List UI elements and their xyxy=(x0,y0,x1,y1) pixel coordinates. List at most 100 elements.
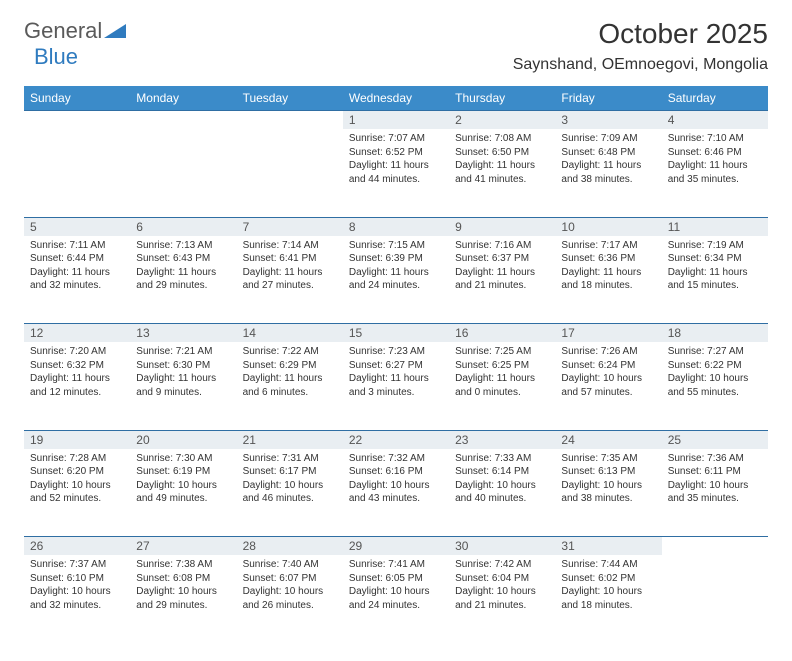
daylight-line: Daylight: 10 hours and 26 minutes. xyxy=(243,585,337,612)
day-number: 26 xyxy=(24,537,130,556)
daylight-line: Daylight: 11 hours and 21 minutes. xyxy=(455,266,549,293)
day-number xyxy=(24,111,130,130)
daylight-line: Daylight: 11 hours and 3 minutes. xyxy=(349,372,443,399)
day-cell: Sunrise: 7:07 AMSunset: 6:52 PMDaylight:… xyxy=(343,129,449,217)
sunrise-line: Sunrise: 7:08 AM xyxy=(455,132,549,146)
sunset-line: Sunset: 6:04 PM xyxy=(455,572,549,586)
sunset-line: Sunset: 6:11 PM xyxy=(668,465,762,479)
day-number: 15 xyxy=(343,324,449,343)
header: General Blue October 2025 Saynshand, OEm… xyxy=(24,18,768,74)
info-row: Sunrise: 7:37 AMSunset: 6:10 PMDaylight:… xyxy=(24,555,768,643)
sunset-line: Sunset: 6:52 PM xyxy=(349,146,443,160)
sunrise-line: Sunrise: 7:44 AM xyxy=(561,558,655,572)
day-number: 14 xyxy=(237,324,343,343)
daylight-line: Daylight: 10 hours and 21 minutes. xyxy=(455,585,549,612)
sunrise-line: Sunrise: 7:23 AM xyxy=(349,345,443,359)
sunset-line: Sunset: 6:30 PM xyxy=(136,359,230,373)
day-header-row: SundayMondayTuesdayWednesdayThursdayFrid… xyxy=(24,86,768,111)
sunset-line: Sunset: 6:29 PM xyxy=(243,359,337,373)
sunset-line: Sunset: 6:16 PM xyxy=(349,465,443,479)
day-cell: Sunrise: 7:35 AMSunset: 6:13 PMDaylight:… xyxy=(555,449,661,537)
day-number: 27 xyxy=(130,537,236,556)
sunrise-line: Sunrise: 7:32 AM xyxy=(349,452,443,466)
day-number: 25 xyxy=(662,430,768,449)
day-cell: Sunrise: 7:11 AMSunset: 6:44 PMDaylight:… xyxy=(24,236,130,324)
day-number: 6 xyxy=(130,217,236,236)
day-header: Thursday xyxy=(449,86,555,111)
daylight-line: Daylight: 10 hours and 38 minutes. xyxy=(561,479,655,506)
day-cell: Sunrise: 7:20 AMSunset: 6:32 PMDaylight:… xyxy=(24,342,130,430)
sunset-line: Sunset: 6:50 PM xyxy=(455,146,549,160)
daylight-line: Daylight: 10 hours and 55 minutes. xyxy=(668,372,762,399)
daynum-row: 567891011 xyxy=(24,217,768,236)
day-number: 13 xyxy=(130,324,236,343)
day-number xyxy=(662,537,768,556)
daylight-line: Daylight: 11 hours and 15 minutes. xyxy=(668,266,762,293)
sunrise-line: Sunrise: 7:27 AM xyxy=(668,345,762,359)
sunrise-line: Sunrise: 7:15 AM xyxy=(349,239,443,253)
day-cell: Sunrise: 7:23 AMSunset: 6:27 PMDaylight:… xyxy=(343,342,449,430)
sunset-line: Sunset: 6:22 PM xyxy=(668,359,762,373)
location: Saynshand, OEmnoegovi, Mongolia xyxy=(513,56,768,74)
daylight-line: Daylight: 10 hours and 35 minutes. xyxy=(668,479,762,506)
info-row: Sunrise: 7:07 AMSunset: 6:52 PMDaylight:… xyxy=(24,129,768,217)
daylight-line: Daylight: 10 hours and 46 minutes. xyxy=(243,479,337,506)
daylight-line: Daylight: 11 hours and 29 minutes. xyxy=(136,266,230,293)
day-cell: Sunrise: 7:40 AMSunset: 6:07 PMDaylight:… xyxy=(237,555,343,643)
info-row: Sunrise: 7:28 AMSunset: 6:20 PMDaylight:… xyxy=(24,449,768,537)
sunset-line: Sunset: 6:25 PM xyxy=(455,359,549,373)
sunset-line: Sunset: 6:44 PM xyxy=(30,252,124,266)
sunset-line: Sunset: 6:02 PM xyxy=(561,572,655,586)
calendar-table: SundayMondayTuesdayWednesdayThursdayFrid… xyxy=(24,86,768,643)
day-number: 9 xyxy=(449,217,555,236)
day-number: 8 xyxy=(343,217,449,236)
daylight-line: Daylight: 11 hours and 0 minutes. xyxy=(455,372,549,399)
sunset-line: Sunset: 6:48 PM xyxy=(561,146,655,160)
day-cell xyxy=(237,129,343,217)
day-cell: Sunrise: 7:16 AMSunset: 6:37 PMDaylight:… xyxy=(449,236,555,324)
logo-general: General xyxy=(24,18,102,43)
day-cell xyxy=(130,129,236,217)
day-number xyxy=(237,111,343,130)
sunrise-line: Sunrise: 7:35 AM xyxy=(561,452,655,466)
day-cell xyxy=(662,555,768,643)
daylight-line: Daylight: 11 hours and 12 minutes. xyxy=(30,372,124,399)
sunrise-line: Sunrise: 7:07 AM xyxy=(349,132,443,146)
day-number: 5 xyxy=(24,217,130,236)
day-header: Saturday xyxy=(662,86,768,111)
title-block: October 2025 Saynshand, OEmnoegovi, Mong… xyxy=(513,18,768,74)
day-number: 30 xyxy=(449,537,555,556)
month-title: October 2025 xyxy=(513,18,768,50)
day-number: 3 xyxy=(555,111,661,130)
logo: General Blue xyxy=(24,18,126,70)
daylight-line: Daylight: 10 hours and 52 minutes. xyxy=(30,479,124,506)
logo-text: General Blue xyxy=(24,18,126,70)
sunrise-line: Sunrise: 7:25 AM xyxy=(455,345,549,359)
day-number: 23 xyxy=(449,430,555,449)
day-cell: Sunrise: 7:09 AMSunset: 6:48 PMDaylight:… xyxy=(555,129,661,217)
day-number: 24 xyxy=(555,430,661,449)
day-cell: Sunrise: 7:38 AMSunset: 6:08 PMDaylight:… xyxy=(130,555,236,643)
calendar-body: 1234Sunrise: 7:07 AMSunset: 6:52 PMDayli… xyxy=(24,111,768,644)
sunrise-line: Sunrise: 7:11 AM xyxy=(30,239,124,253)
day-cell: Sunrise: 7:42 AMSunset: 6:04 PMDaylight:… xyxy=(449,555,555,643)
sunset-line: Sunset: 6:27 PM xyxy=(349,359,443,373)
daynum-row: 19202122232425 xyxy=(24,430,768,449)
day-cell: Sunrise: 7:41 AMSunset: 6:05 PMDaylight:… xyxy=(343,555,449,643)
day-header: Friday xyxy=(555,86,661,111)
sunrise-line: Sunrise: 7:19 AM xyxy=(668,239,762,253)
day-number: 21 xyxy=(237,430,343,449)
sunset-line: Sunset: 6:14 PM xyxy=(455,465,549,479)
day-cell: Sunrise: 7:28 AMSunset: 6:20 PMDaylight:… xyxy=(24,449,130,537)
daynum-row: 1234 xyxy=(24,111,768,130)
day-cell: Sunrise: 7:25 AMSunset: 6:25 PMDaylight:… xyxy=(449,342,555,430)
sunrise-line: Sunrise: 7:10 AM xyxy=(668,132,762,146)
sunset-line: Sunset: 6:41 PM xyxy=(243,252,337,266)
info-row: Sunrise: 7:20 AMSunset: 6:32 PMDaylight:… xyxy=(24,342,768,430)
day-number: 19 xyxy=(24,430,130,449)
sunset-line: Sunset: 6:37 PM xyxy=(455,252,549,266)
daylight-line: Daylight: 11 hours and 9 minutes. xyxy=(136,372,230,399)
sunrise-line: Sunrise: 7:20 AM xyxy=(30,345,124,359)
daylight-line: Daylight: 10 hours and 43 minutes. xyxy=(349,479,443,506)
day-cell: Sunrise: 7:21 AMSunset: 6:30 PMDaylight:… xyxy=(130,342,236,430)
